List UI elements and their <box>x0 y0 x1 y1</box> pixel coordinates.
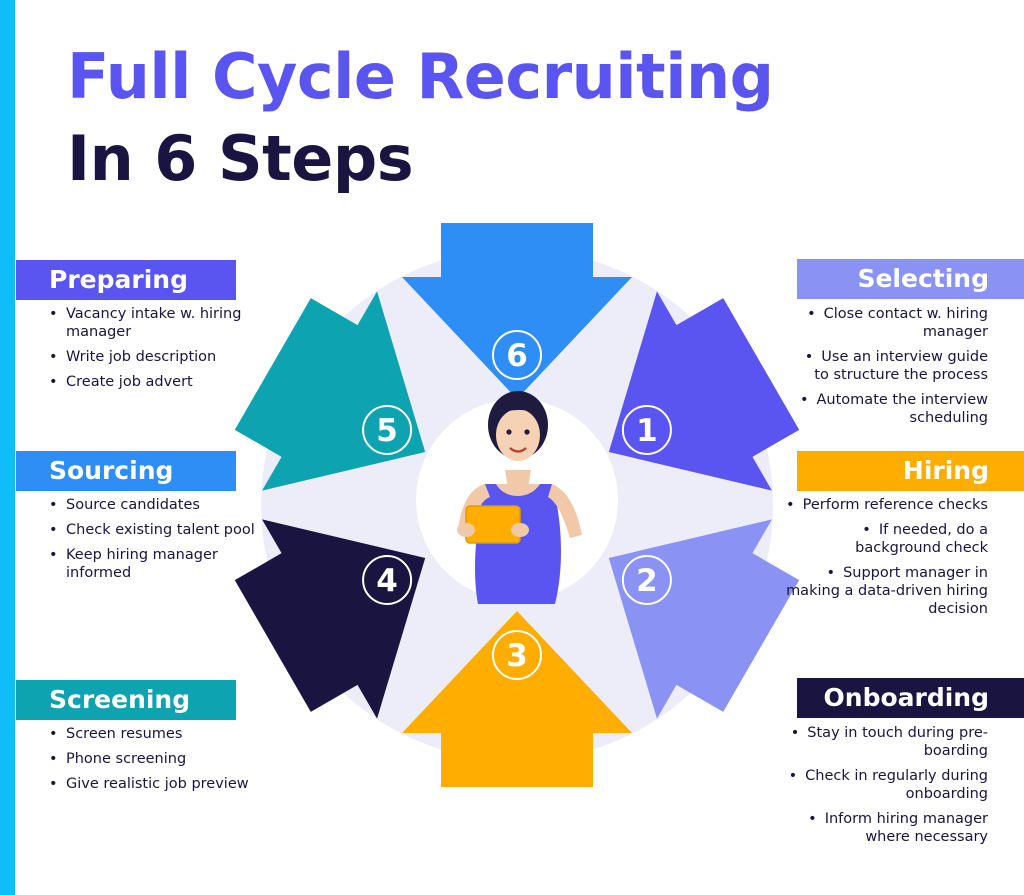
recruiter-illustration <box>457 391 582 604</box>
bullets-selecting: • Close contact w. hiring manager • Use an… <box>786 305 988 434</box>
step-label-screening: Screening <box>16 680 236 720</box>
step-badge-ring <box>492 630 542 680</box>
step-badge-ring <box>621 555 672 605</box>
bullet-item: Source candidates <box>49 496 259 514</box>
bullets-hiring: • Perform reference checks • If needed, do… <box>786 496 988 625</box>
bullet-item: Vacancy intake w. hiring manager <box>49 305 259 341</box>
bullet-item: • Check in regularly during onboarding <box>788 768 988 802</box>
step-number-2: 2 <box>636 563 658 599</box>
bullet-item: Screen resumes <box>49 725 259 743</box>
bullet-item: • Perform reference checks <box>786 497 988 513</box>
bullet-item: • Support manager in making a data-driven… <box>786 565 988 617</box>
step-label-onboarding: Onboarding <box>797 678 1024 718</box>
bullets-sourcing: Source candidates Check existing talent … <box>49 496 259 589</box>
arrow-step-1 <box>608 291 800 491</box>
step-number-5: 5 <box>376 413 398 449</box>
arrow-step-5 <box>234 291 426 491</box>
step-label-hiring: Hiring <box>797 451 1024 491</box>
bullet-item: Phone screening <box>49 750 259 768</box>
bullet-item: Keep hiring manager informed <box>49 546 259 582</box>
bullet-item: Give realistic job preview <box>49 775 259 793</box>
bullet-item: • Close contact w. hiring manager <box>807 306 988 340</box>
step-label-sourcing: Sourcing <box>16 451 236 491</box>
bullets-screening: Screen resumes Phone screening Give real… <box>49 725 259 800</box>
step-number-3: 3 <box>506 638 528 674</box>
arrow-step-3 <box>402 611 632 787</box>
step-label-selecting: Selecting <box>797 259 1024 299</box>
bullet-item: Write job description <box>49 348 259 366</box>
title-line-2: In 6 Steps <box>67 122 414 195</box>
bullet-item: • Inform hiring manager where necessary <box>808 811 988 845</box>
bullets-preparing: Vacancy intake w. hiring manager Write j… <box>49 305 259 398</box>
title-line-1: Full Cycle Recruiting <box>67 40 774 113</box>
step-badge-ring <box>492 330 542 380</box>
arrow-step-6 <box>402 223 632 399</box>
step-badge-ring <box>362 405 413 455</box>
bullet-item: Check existing talent pool <box>49 521 259 539</box>
bullet-item: • Automate the interview scheduling <box>799 392 988 426</box>
accent-bar <box>0 0 15 895</box>
bullet-item: • Use an interview guide to structure the… <box>804 349 988 383</box>
bullet-item: Create job advert <box>49 373 259 391</box>
step-badge-ring <box>362 555 413 605</box>
step-number-6: 6 <box>506 338 528 374</box>
bullet-item: • If needed, do a background check <box>855 522 988 556</box>
step-number-1: 1 <box>636 413 658 449</box>
arrow-step-4 <box>234 519 426 719</box>
step-label-preparing: Preparing <box>16 260 236 300</box>
step-number-4: 4 <box>376 563 398 599</box>
bullet-item: • Stay in touch during pre-boarding <box>790 725 988 759</box>
bullets-onboarding: • Stay in touch during pre-boarding • Chec… <box>786 724 988 853</box>
arrow-step-2 <box>608 519 800 719</box>
step-badge-ring <box>621 405 672 455</box>
